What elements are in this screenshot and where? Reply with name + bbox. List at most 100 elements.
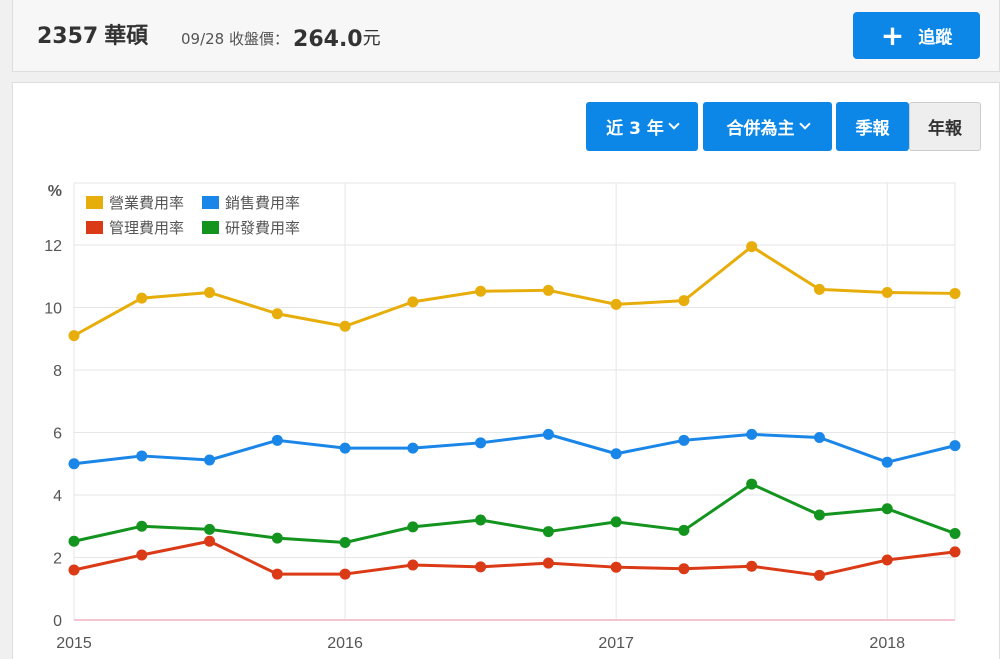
data-point <box>542 557 554 569</box>
data-point <box>204 287 216 298</box>
data-point <box>746 428 758 440</box>
series-line <box>73 245 956 337</box>
data-point <box>407 442 419 454</box>
data-point <box>339 568 351 580</box>
data-point <box>949 440 961 452</box>
close-price: 264.0 <box>293 27 363 52</box>
data-point <box>407 559 419 571</box>
data-point <box>678 434 690 446</box>
x-tick-label: 2016 <box>327 635 363 652</box>
data-point <box>746 241 758 253</box>
legend-swatch <box>202 196 219 209</box>
data-point <box>610 516 622 528</box>
data-point <box>542 526 554 538</box>
legend-label: 研發費用率 <box>225 219 300 237</box>
data-point <box>68 458 80 470</box>
y-tick-label: 6 <box>53 426 62 443</box>
close-unit: 元 <box>362 28 381 49</box>
data-point <box>746 560 758 572</box>
quarterly-label: 季報 <box>855 119 890 139</box>
range-dropdown[interactable]: 近 3 年 <box>586 102 698 151</box>
y-tick-label: 12 <box>44 238 62 255</box>
x-tick-label: 2017 <box>598 635 634 652</box>
basis-dropdown[interactable]: 合併為主 <box>703 102 832 151</box>
data-point <box>678 295 690 307</box>
close-price-info: 09/28 收盤價： 264.0元 <box>181 24 381 52</box>
data-point <box>68 535 80 547</box>
legend-swatch <box>86 196 103 209</box>
data-point <box>813 432 825 443</box>
data-point <box>68 330 80 342</box>
data-point <box>881 554 893 566</box>
track-label: 追蹤 <box>918 28 953 48</box>
data-point <box>136 450 148 462</box>
basis-label: 合併為主 <box>726 119 795 139</box>
data-point <box>881 456 893 468</box>
legend-swatch <box>202 221 219 234</box>
plus-icon: + <box>880 18 905 52</box>
data-point <box>678 524 690 536</box>
y-tick-label: 10 <box>44 301 62 318</box>
data-point <box>949 527 961 539</box>
x-tick-label: 2018 <box>869 635 905 652</box>
data-point <box>813 283 825 295</box>
annual-button[interactable]: 年報 <box>909 102 981 151</box>
data-point <box>813 569 825 581</box>
data-point <box>949 287 961 299</box>
track-button[interactable]: + 追蹤 <box>853 12 980 59</box>
y-tick-label: 2 <box>53 551 62 568</box>
annual-label: 年報 <box>928 119 962 139</box>
data-point <box>813 509 825 521</box>
data-point <box>339 537 351 548</box>
data-point <box>610 298 622 310</box>
data-point <box>475 514 487 526</box>
data-point <box>204 523 216 535</box>
legend-label: 銷售費用率 <box>225 194 300 212</box>
stock-header: 2357 華碩 09/28 收盤價： 264.0元 + 追蹤 <box>12 0 1000 72</box>
series-line <box>73 432 956 466</box>
data-point <box>407 296 419 308</box>
series-line <box>73 539 956 577</box>
data-point <box>339 320 351 332</box>
y-unit-label: % <box>48 183 62 200</box>
data-point <box>475 561 487 573</box>
legend-swatch <box>86 221 103 234</box>
legend-label: 營業費用率 <box>109 194 184 212</box>
data-point <box>204 454 216 466</box>
data-point <box>407 521 419 533</box>
quarterly-button[interactable]: 季報 <box>836 102 909 151</box>
data-point <box>271 434 283 446</box>
data-point <box>475 285 487 297</box>
data-point <box>136 549 148 561</box>
data-point <box>746 478 758 490</box>
x-tick-label: 2015 <box>56 635 92 652</box>
data-point <box>271 568 283 580</box>
stock-code: 2357 <box>37 24 99 49</box>
stock-name: 華碩 <box>104 24 149 49</box>
data-point <box>339 442 351 454</box>
data-point <box>136 292 148 304</box>
range-label: 近 3 年 <box>606 119 664 139</box>
stock-title: 2357 華碩 <box>37 18 148 50</box>
data-point <box>271 532 283 544</box>
data-point <box>949 546 961 558</box>
data-point <box>881 287 893 298</box>
data-point <box>204 535 216 547</box>
data-point <box>475 437 487 449</box>
y-tick-label: 8 <box>53 363 62 380</box>
data-point <box>610 448 622 460</box>
data-point <box>136 520 148 532</box>
data-point <box>68 564 80 576</box>
data-point <box>271 308 283 320</box>
data-point <box>542 284 554 296</box>
y-tick-label: 0 <box>53 613 62 630</box>
data-point <box>542 428 554 440</box>
series-line <box>73 482 956 544</box>
close-date: 09/28 <box>181 30 225 48</box>
data-point <box>678 563 690 575</box>
data-point <box>881 503 893 515</box>
legend-label: 管理費用率 <box>109 219 184 237</box>
y-tick-label: 4 <box>53 488 62 505</box>
data-point <box>610 561 622 573</box>
